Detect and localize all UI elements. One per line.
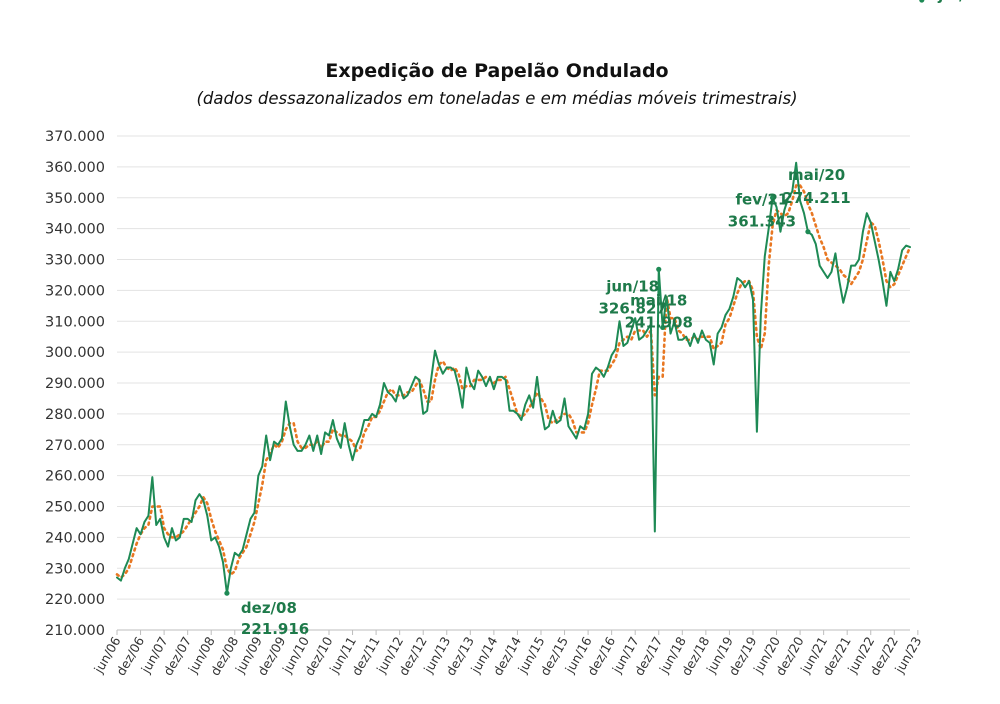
annotated-point (656, 266, 662, 272)
y-tick-label: 230.000 (45, 561, 105, 577)
annotation-date-label: fev/21 (736, 191, 789, 209)
grid-layer (117, 135, 910, 631)
annotated-point (660, 324, 666, 331)
point-layer (224, 0, 925, 596)
annotation-value-label: 241.908 (625, 313, 693, 331)
y-axis-ticks: 210.000 220.000 230.000 240.000 250.000 260.0… (45, 129, 105, 639)
series-line-moving-average (115, 184, 912, 579)
y-tick-label: 320.000 (45, 283, 105, 299)
annotation-value-label: 221.916 (241, 620, 309, 638)
y-tick-label: 280.000 (45, 407, 105, 423)
annotation-date-label: dez/08 (241, 599, 297, 617)
y-tick-label: 370.000 (45, 129, 105, 145)
annotation-date-label: mai/18 (630, 291, 687, 309)
series-line-monthly (116, 161, 911, 595)
y-tick-label: 350.000 (45, 191, 105, 207)
annotation-value-label: 361.343 (728, 213, 796, 231)
x-axis-ticks: jun/06dez/06jun/07dez/07jun/08dez/08jun/… (90, 630, 924, 678)
annotated-point (224, 590, 230, 596)
annotation-layer: dez/08 221.916 mai/18 241.908 jun/18 326.827 m… (241, 0, 996, 638)
annotation-value-label: 334.009 (928, 0, 996, 4)
y-tick-label: 330.000 (45, 253, 105, 269)
chart-title: Expedição de Papelão Ondulado (325, 60, 668, 82)
annotated-point (919, 0, 925, 3)
y-tick-label: 360.000 (45, 160, 105, 176)
y-tick-label: 220.000 (45, 592, 105, 608)
y-tick-label: 250.000 (45, 500, 105, 516)
annotated-point (805, 229, 811, 235)
y-tick-label: 290.000 (45, 376, 105, 392)
annotation-date-label: jul/23 (937, 0, 985, 4)
y-tick-label: 310.000 (45, 314, 105, 330)
annotation-value-label: 274.211 (782, 189, 850, 207)
y-tick-label: 270.000 (45, 438, 105, 454)
chart-subtitle: (dados dessazonalizados em toneladas e e… (196, 89, 797, 108)
y-tick-label: 210.000 (45, 623, 105, 639)
y-tick-label: 240.000 (45, 530, 105, 546)
annotated-point (769, 195, 776, 201)
annotation-date-label: mai/20 (788, 166, 845, 184)
series-layer (115, 161, 912, 595)
annotation-date-label: jun/18 (605, 277, 659, 295)
y-tick-label: 300.000 (45, 345, 105, 361)
y-tick-label: 260.000 (45, 469, 105, 485)
annotation-value-label: 326.827 (599, 299, 667, 317)
y-tick-label: 340.000 (45, 222, 105, 238)
